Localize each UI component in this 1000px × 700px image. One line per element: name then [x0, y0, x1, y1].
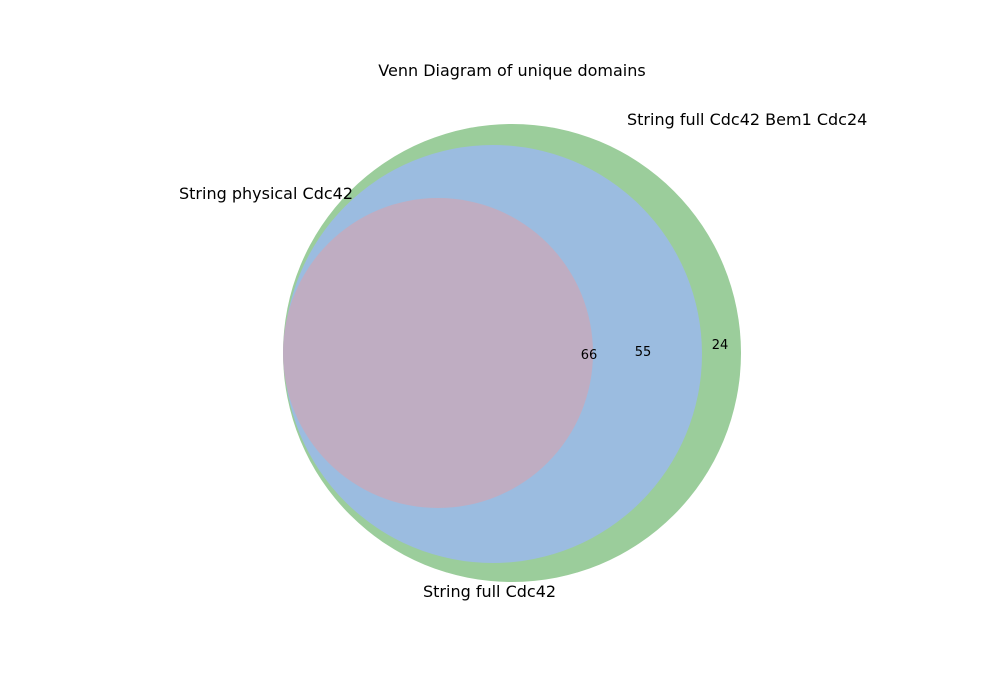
set-circle-physical-cdc42 — [283, 198, 593, 508]
set-label-physical-cdc42: String physical Cdc42 — [179, 184, 353, 203]
set-label-full-cdc42-bem1-cdc24: String full Cdc42 Bem1 Cdc24 — [627, 110, 867, 129]
region-value-all-three: 66 — [581, 348, 598, 363]
diagram-title: Venn Diagram of unique domains — [378, 61, 645, 80]
set-label-full-cdc42: String full Cdc42 — [423, 582, 556, 601]
region-value-outer-and-middle: 55 — [635, 345, 652, 360]
region-value-outer-only: 24 — [712, 338, 729, 353]
